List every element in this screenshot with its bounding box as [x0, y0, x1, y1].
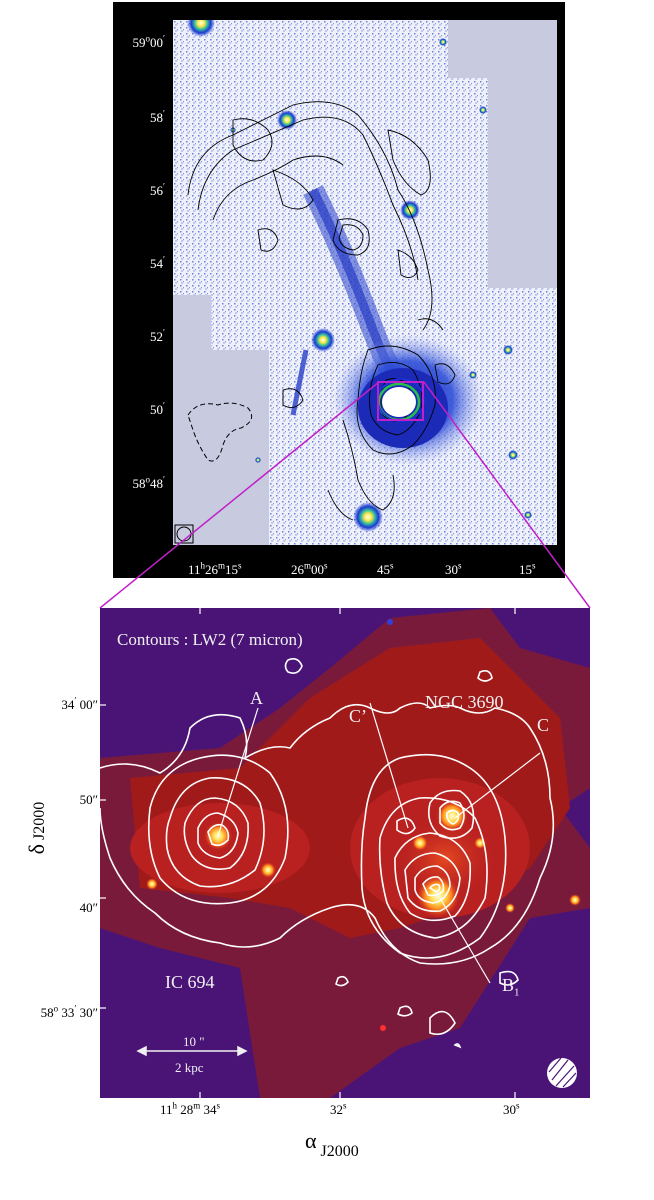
label-c: C	[537, 715, 550, 735]
mask-left-lower	[211, 350, 269, 545]
top-xtick: 11h26m15s	[188, 560, 242, 577]
label-ic-694: IC 694	[165, 972, 215, 992]
top-ytick: 50′	[150, 400, 165, 417]
bottom-ytick: 34′ 00″	[61, 695, 98, 712]
top-ytick: 58o48′	[132, 474, 165, 491]
top-optical-image	[173, 20, 557, 545]
top-ytick: 58′	[150, 108, 165, 125]
label-c-prime: C’	[349, 706, 367, 726]
x-axis-title: α J2000	[305, 1128, 359, 1160]
contours-label: Contours : LW2 (7 micron)	[117, 630, 303, 649]
y-axis-title: δ J2000	[24, 801, 49, 855]
top-ytick: 59o00′	[132, 33, 165, 50]
top-image-panel: 59o00′ 58′ 56′ 54′ 52′ 50′ 58o48′ 11h26m…	[113, 2, 565, 578]
top-xtick: 26m00s	[291, 560, 328, 577]
top-ytick: 56′	[150, 181, 165, 198]
mask-right	[488, 78, 557, 288]
label-a: A	[250, 688, 263, 708]
bottom-ytick: 40″	[79, 900, 98, 915]
bottom-ytick: 58o 33′ 30″	[40, 1003, 98, 1020]
mask-top-right	[448, 20, 557, 78]
bottom-xtick: 32s	[330, 1100, 347, 1117]
bottom-xtick: 30s	[503, 1100, 520, 1117]
scale-bar-top-label: 10 "	[183, 1034, 205, 1049]
top-xtick: 45s	[377, 560, 394, 577]
bottom-ytick: 50″	[79, 792, 98, 807]
bottom-infrared-image	[100, 608, 590, 1098]
bottom-xtick: 11h 28m 34s	[160, 1100, 221, 1117]
label-b1: B1	[502, 975, 520, 999]
scale-bar-bottom-label: 2 kpc	[175, 1060, 204, 1075]
mask-left	[173, 295, 211, 545]
top-xtick: 30s	[445, 560, 462, 577]
top-xtick: 15s	[519, 560, 536, 577]
top-ytick: 52′	[150, 327, 165, 344]
label-ngc-3690: NGC 3690	[425, 692, 504, 712]
top-ytick: 54′	[150, 254, 165, 271]
